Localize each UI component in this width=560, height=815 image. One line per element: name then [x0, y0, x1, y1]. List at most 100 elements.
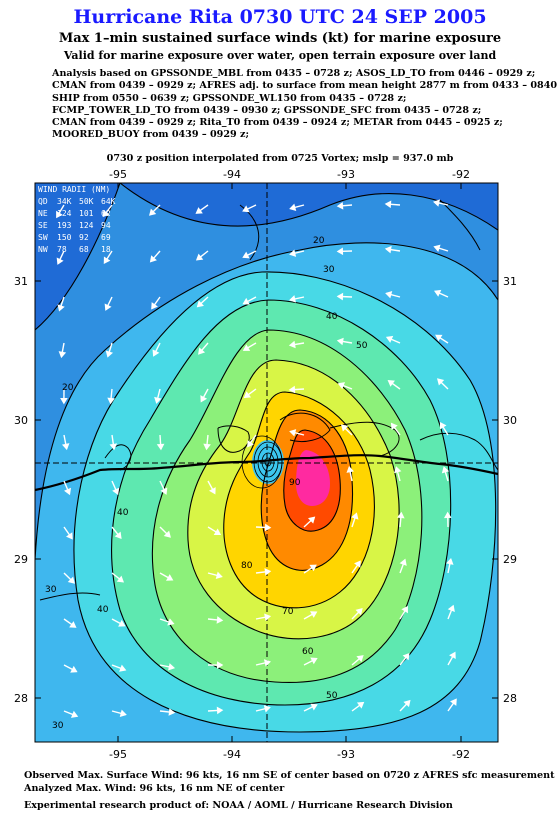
contour-label: 80 [241, 561, 253, 571]
wind-vector-head [394, 466, 402, 474]
wind-vector-head [70, 710, 79, 718]
wind-vector-head [242, 205, 250, 213]
wind-vector-head [208, 487, 216, 495]
contour-label: 30 [323, 265, 335, 275]
wind-vector-head [439, 421, 447, 430]
wind-vector-head [354, 560, 361, 568]
wind-radii-cell: 124 [57, 209, 72, 218]
isotach-lines [35, 183, 498, 733]
wind-radii-cell: 68 [79, 245, 89, 254]
lon-tick-top: -95 [109, 168, 127, 181]
wind-radii-col: 34K [57, 197, 72, 206]
analysis-line: MOORED_BUOY from 0439 – 0929 z; [52, 129, 250, 141]
lon-tick-top: -94 [223, 168, 241, 181]
lon-tick-top: -92 [452, 168, 470, 181]
wind-vector-head [384, 200, 392, 209]
wind-vector-head [337, 382, 346, 390]
wind-radii-col: QD [38, 197, 48, 206]
wind-radii-cell: 69 [101, 233, 111, 242]
position-note: 0730 z position interpolated from 0725 V… [106, 153, 454, 164]
wind-vector-head [118, 619, 126, 627]
wind-vector-head [264, 613, 272, 622]
wind-radii-cell: 150 [57, 233, 72, 242]
wind-vector-head [243, 391, 252, 399]
wind-vector-head [397, 511, 405, 519]
lat-tick-left: 31 [14, 275, 28, 288]
wind-vector-head [116, 575, 125, 583]
wind-vector-head [436, 378, 445, 386]
wind-vector-head [200, 395, 208, 403]
storm-center-crosshair [35, 183, 498, 742]
wind-vector-head [61, 443, 70, 451]
wind-vector-head [149, 255, 157, 263]
lat-tick-right: 28 [503, 692, 517, 705]
wind-vector-head [289, 203, 297, 212]
contour-label: 20 [62, 383, 74, 393]
land-outlines [39, 199, 498, 601]
wind-radii-cell: 18 [101, 245, 111, 254]
analysis-sources: Analysis based on GPSSONDE_MBL from 0435… [52, 68, 560, 142]
wind-radii-cell: 94 [101, 221, 111, 230]
wind-vector-head [109, 443, 118, 451]
wind-vector-head [450, 698, 457, 706]
contour-label: 20 [313, 236, 325, 246]
wind-vector-head [114, 531, 122, 539]
wind-vector-head [288, 295, 296, 303]
wind-vector-head [104, 303, 112, 311]
wind-vector-head [308, 516, 316, 524]
wind-vector-head [356, 701, 365, 709]
wind-radii-col: 50K [79, 197, 94, 206]
wind-vector-head [103, 256, 111, 264]
wind-vector-head [151, 302, 158, 310]
wind-vector-head [195, 207, 203, 214]
wind-vector-head [385, 335, 394, 343]
wind-vector-head [399, 558, 407, 566]
wind-vector-head [203, 443, 211, 451]
lat-tick-right: 29 [503, 553, 517, 566]
lat-tick-left: 29 [14, 553, 28, 566]
wind-radii-cell: SW [38, 233, 48, 242]
wind-vector-head [215, 571, 223, 580]
wind-radii-table: WIND RADII (NM) QD 34K 50K 64K NE 124 10… [38, 185, 116, 254]
contour-label: 70 [282, 607, 294, 617]
wind-vector-head [216, 616, 224, 624]
wind-radii-cell: NE [38, 209, 48, 218]
map-frame [34, 182, 499, 743]
wind-vector-head [351, 512, 359, 520]
wind-vector-head [387, 379, 395, 387]
wind-vector-head [198, 347, 206, 355]
contour-label: 30 [52, 721, 64, 731]
analyzed-max-wind: Analyzed Max. Wind: 96 kts, 16 nm NE of … [24, 783, 285, 794]
wind-vector-head [216, 706, 224, 715]
lon-tick-bottom: -94 [223, 748, 241, 761]
lon-tick-bottom: -92 [452, 748, 470, 761]
contour-label: 50 [356, 341, 368, 351]
wind-vector-head [356, 655, 364, 663]
wind-vector-head [263, 659, 271, 667]
wind-vector-head [105, 350, 114, 358]
wind-vector-head [152, 349, 160, 357]
analysis-line: Analysis based on GPSSONDE_MBL from 0435… [52, 68, 536, 79]
wind-vector-head [163, 530, 171, 538]
wind-vector-head [288, 385, 296, 394]
lon-tick-bottom: -93 [337, 748, 355, 761]
wind-vector-head [355, 607, 363, 616]
wind-vector-head [247, 440, 254, 448]
analysis-line: SHIP from 0550 – 0639 z; GPSSONDE_WL150 … [52, 92, 407, 104]
wind-radii-cell: SE [38, 221, 48, 230]
lat-tick-right: 31 [503, 275, 517, 288]
wind-vector-head [263, 705, 271, 713]
coastline [35, 454, 498, 492]
contour-label: 40 [326, 312, 338, 322]
wind-vector-head [447, 604, 455, 613]
wind-vector-head [401, 605, 408, 614]
wind-vector-head [242, 297, 250, 305]
wind-vector-head [446, 557, 454, 565]
wind-vector-head [390, 422, 398, 430]
wind-vector-head [403, 699, 411, 708]
wind-radii-cell: 62 [101, 209, 111, 218]
wind-vector-head [56, 257, 64, 265]
contour-labels: 20 30 40 50 60 70 80 90 30 40 50 30 20 4… [45, 236, 368, 731]
wind-vector-head [289, 249, 297, 257]
